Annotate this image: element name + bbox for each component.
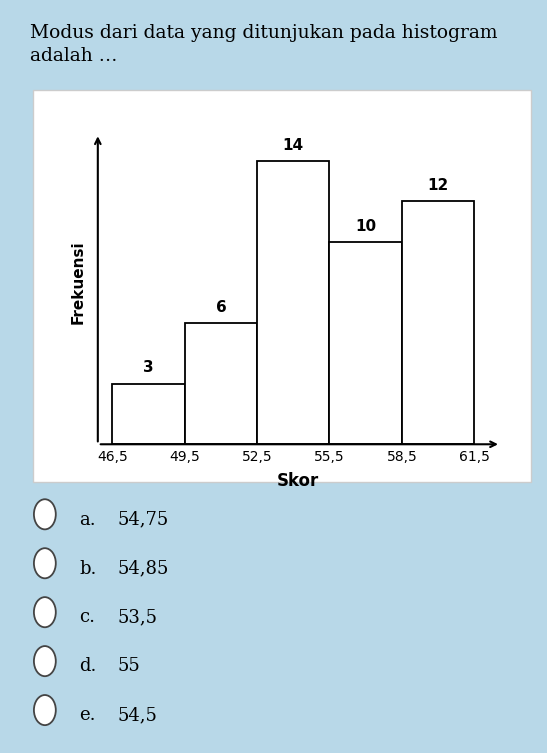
Text: Modus dari data yang ditunjukan pada histogram: Modus dari data yang ditunjukan pada his… — [30, 24, 498, 42]
Bar — [402, 202, 474, 444]
Bar — [112, 383, 185, 444]
Text: 3: 3 — [143, 361, 154, 376]
Text: e.: e. — [79, 706, 96, 724]
Text: 54,75: 54,75 — [118, 511, 169, 529]
Bar — [329, 242, 402, 444]
Text: 6: 6 — [216, 300, 226, 315]
Text: 10: 10 — [355, 219, 376, 234]
Text: c.: c. — [79, 608, 95, 626]
Bar — [257, 161, 329, 444]
X-axis label: Skor: Skor — [277, 472, 319, 490]
Text: d.: d. — [79, 657, 97, 675]
Y-axis label: Frekuensi: Frekuensi — [71, 240, 86, 325]
Text: b.: b. — [79, 559, 97, 578]
Text: 54,85: 54,85 — [118, 559, 169, 578]
Bar — [185, 323, 257, 444]
Text: 14: 14 — [283, 138, 304, 153]
Text: adalah …: adalah … — [30, 47, 118, 65]
Text: 12: 12 — [427, 178, 449, 194]
Text: 55: 55 — [118, 657, 141, 675]
Text: a.: a. — [79, 511, 96, 529]
Text: 54,5: 54,5 — [118, 706, 158, 724]
Text: 53,5: 53,5 — [118, 608, 158, 626]
